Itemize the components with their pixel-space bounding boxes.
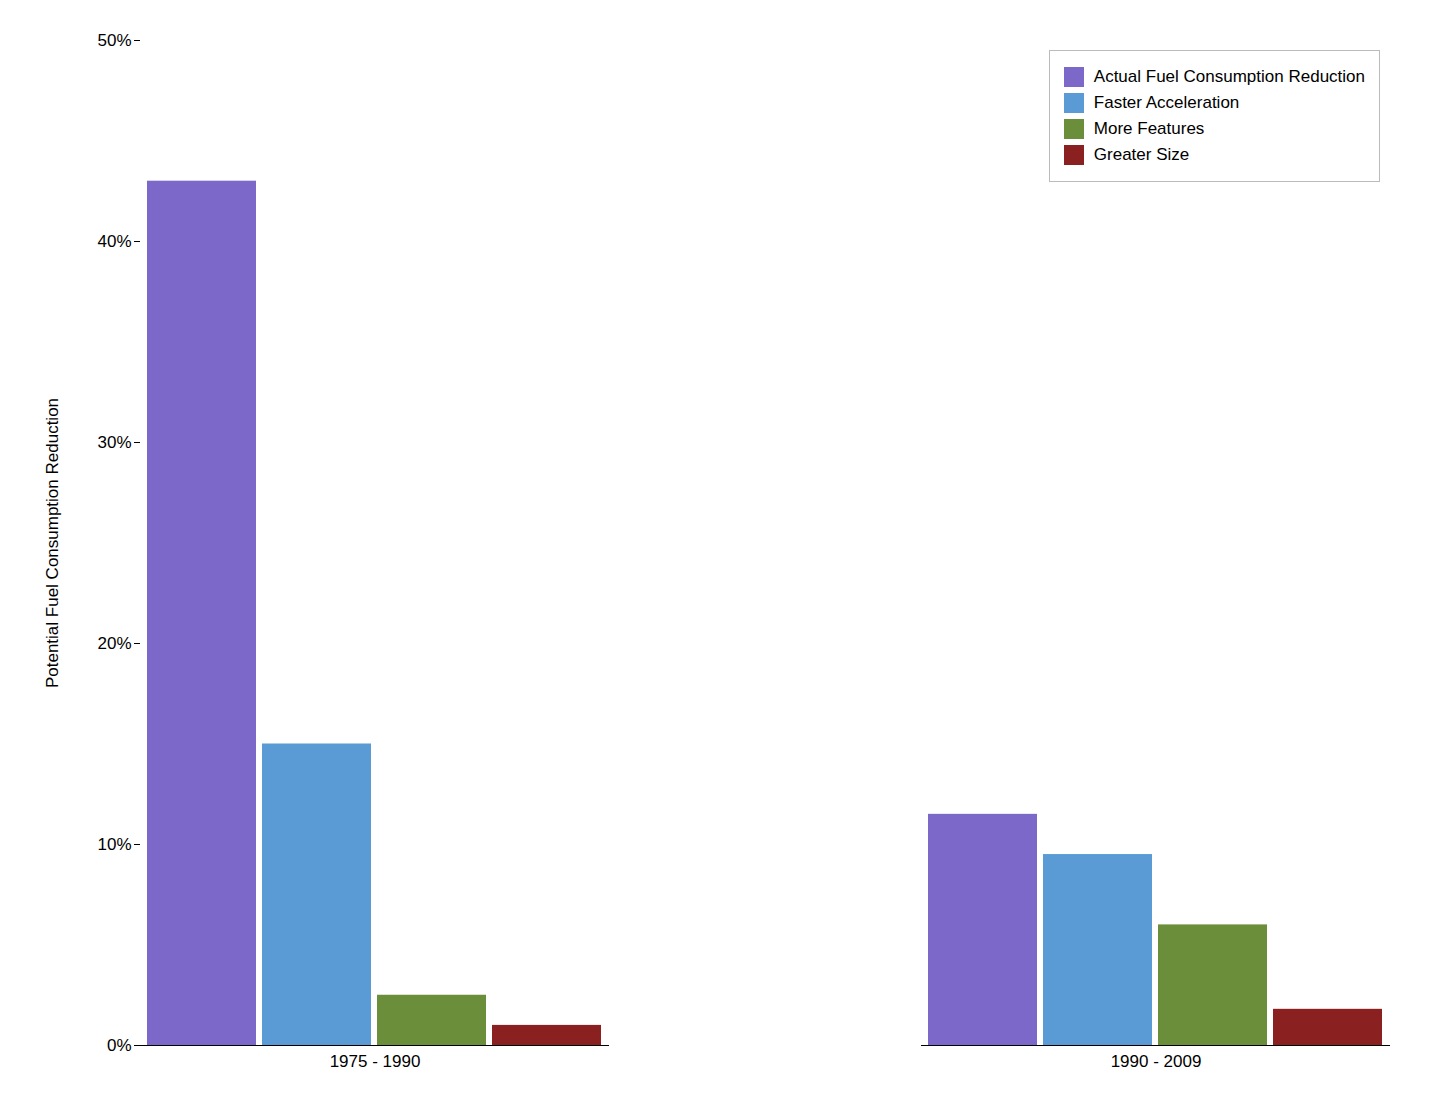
- svg-text:1975 - 1990: 1975 - 1990: [330, 1052, 421, 1071]
- html-text:Actual Fuel Consumption Reduct: Actual Fuel Consumption Reduction: [1093, 67, 1365, 86]
- svg-text:50%: 50%: [97, 31, 131, 50]
- html-text:Faster Acceleration: Faster Acceleration: [1093, 93, 1240, 112]
- svg-text:30%: 30%: [97, 433, 131, 452]
- svg-text:Potential Fuel Consumption Red: Potential Fuel Consumption Reduction: [43, 398, 62, 688]
- svg-text:0%: 0%: [107, 1036, 132, 1055]
- svg-text:20%: 20%: [97, 634, 131, 653]
- svg-text:10%: 10%: [97, 835, 131, 854]
- html-text:Greater Size: Greater Size: [1093, 145, 1190, 164]
- svg-text:40%: 40%: [97, 232, 131, 251]
- svg-text:1990 - 2009: 1990 - 2009: [1111, 1052, 1202, 1071]
- html-text:More Features: More Features: [1093, 119, 1205, 138]
